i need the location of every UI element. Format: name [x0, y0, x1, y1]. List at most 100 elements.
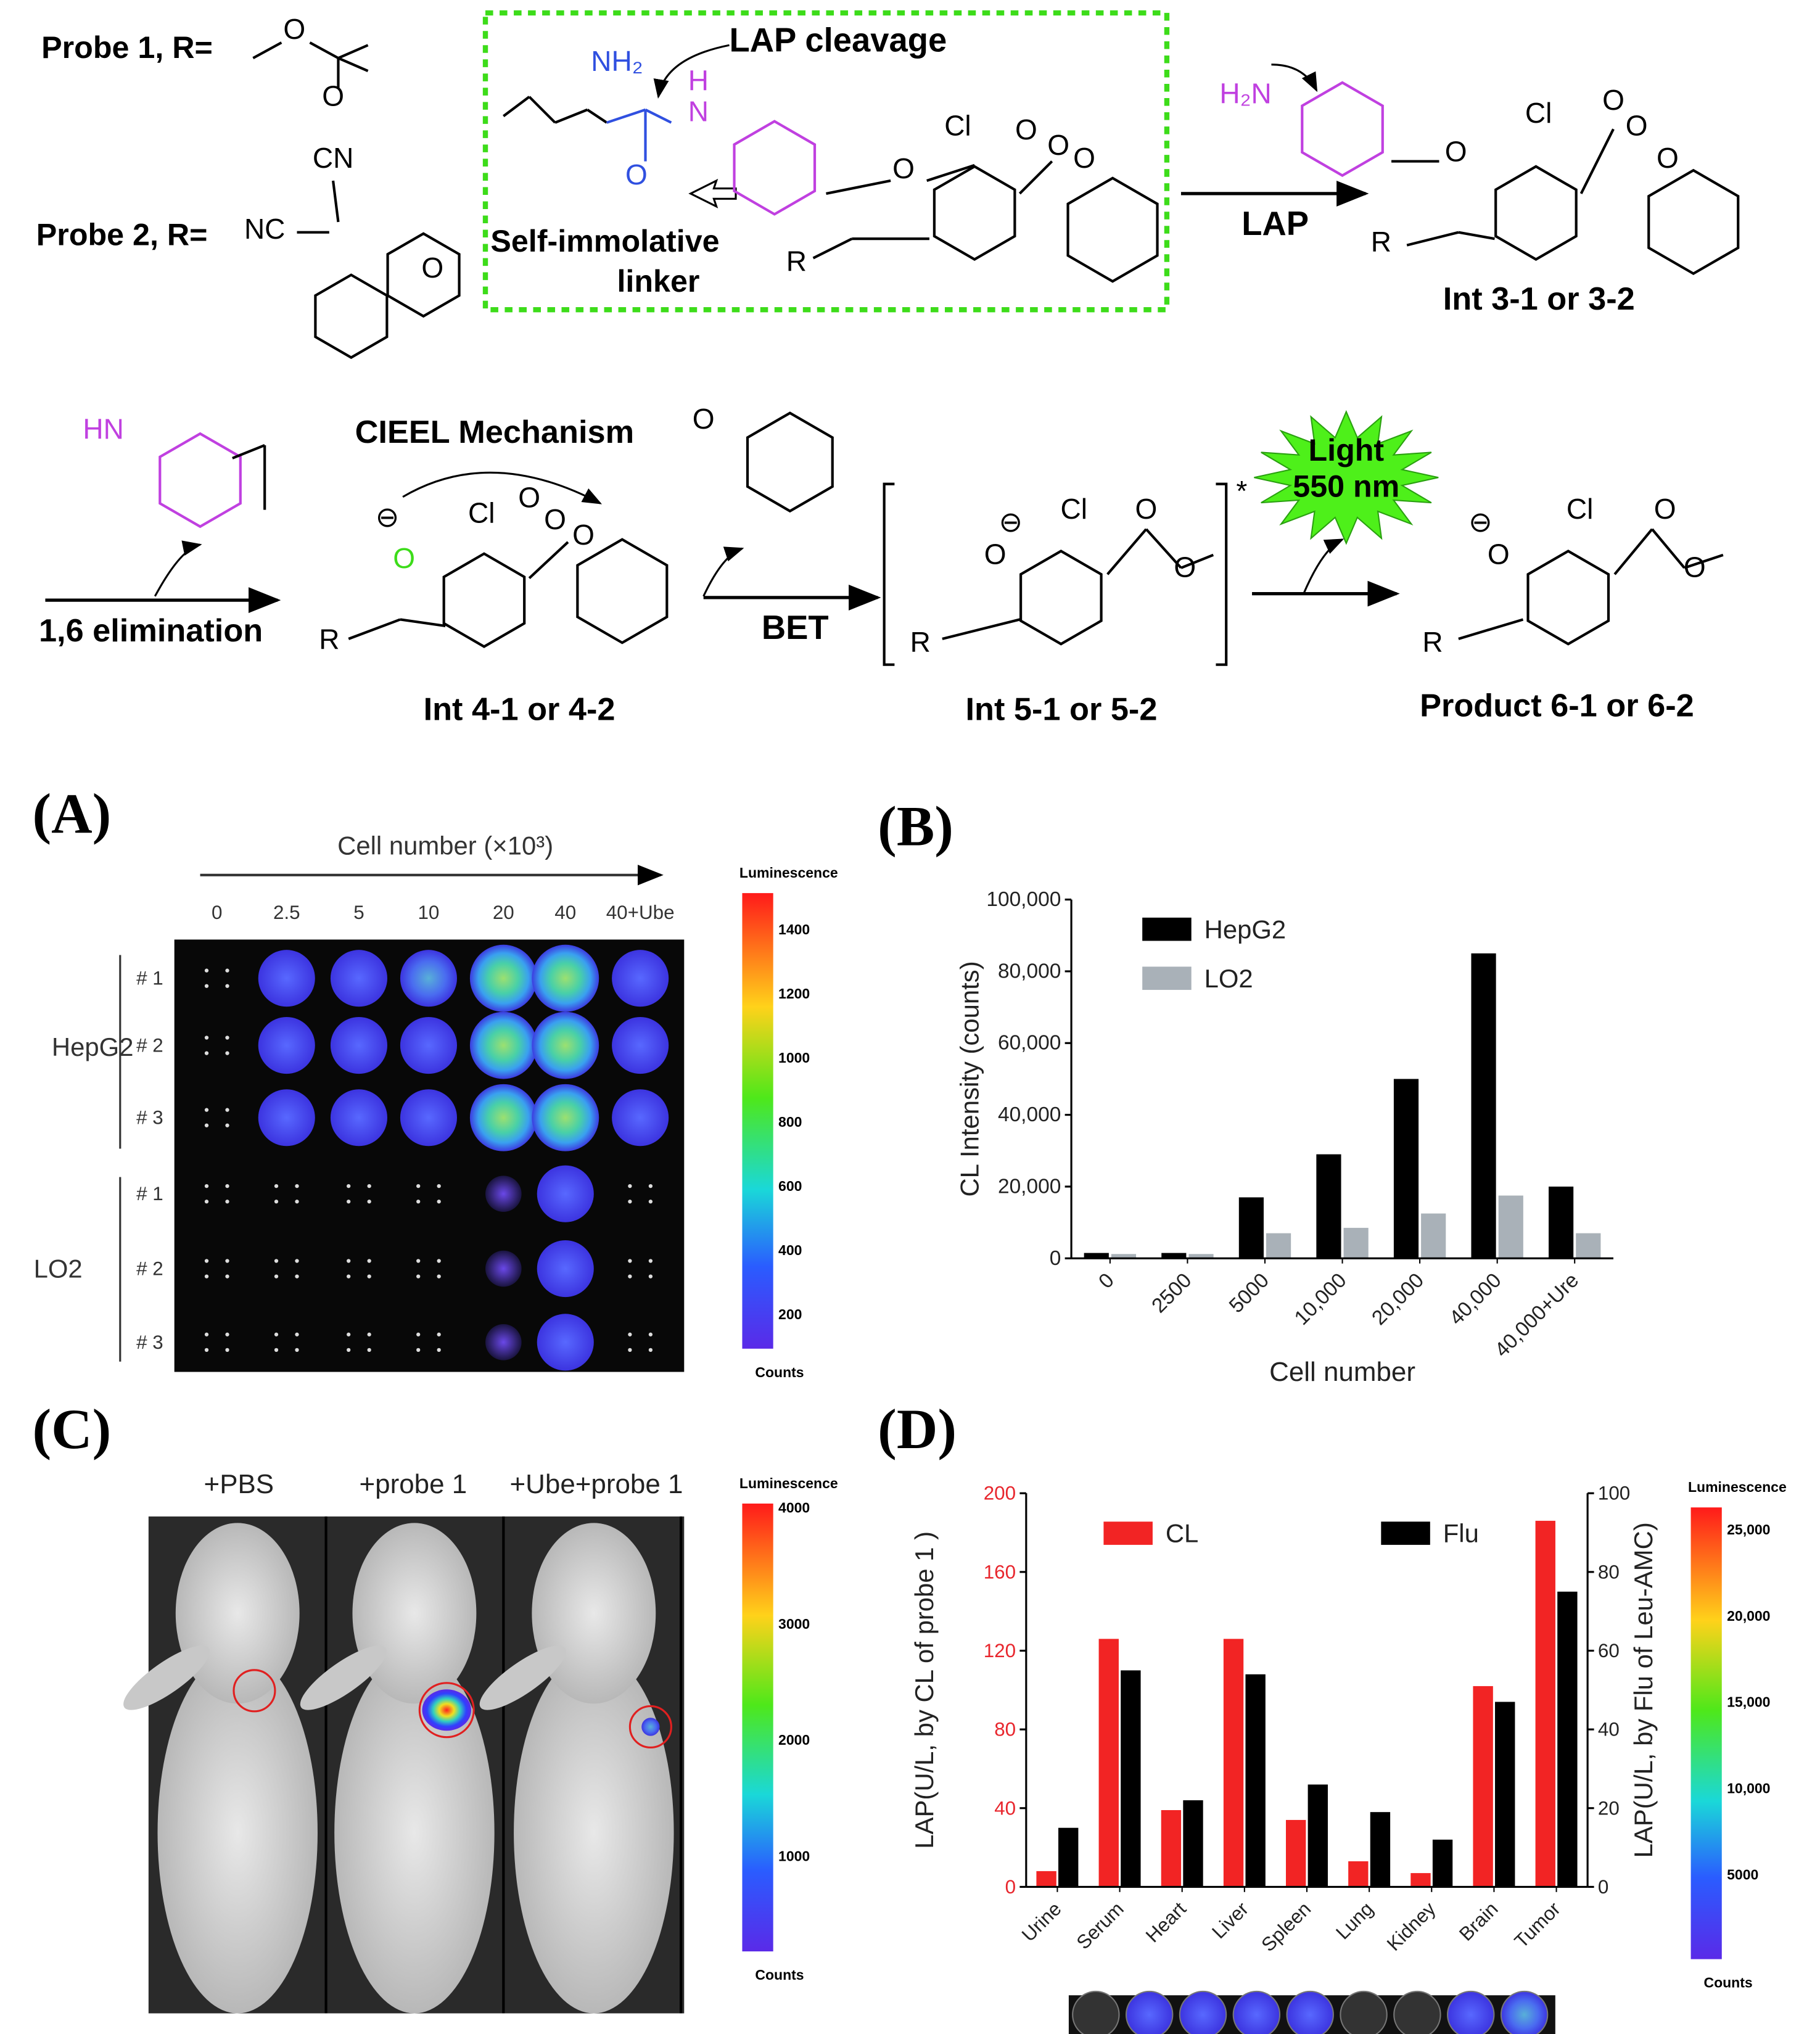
- group-label: LO2: [34, 1254, 83, 1283]
- legend-swatch: [1381, 1521, 1430, 1545]
- well-dot: [225, 1184, 229, 1188]
- well-dot: [274, 1274, 279, 1278]
- bond: [1106, 528, 1148, 575]
- well-dot: [437, 1200, 441, 1204]
- atom-label: CN: [313, 142, 353, 174]
- bar: [1111, 1254, 1137, 1259]
- scheme-label: Probe 1, R=: [41, 30, 213, 65]
- bond: [554, 108, 588, 124]
- atom-label: O: [1626, 110, 1648, 142]
- bracket: [883, 482, 1228, 666]
- bond: [309, 41, 339, 60]
- bond: [528, 96, 556, 124]
- atom-label: Cl: [1525, 97, 1552, 129]
- well-dot: [648, 1332, 653, 1336]
- atom-label: O: [1135, 493, 1158, 525]
- well: [400, 950, 457, 1007]
- well-dot: [204, 1184, 209, 1188]
- well-dot: [437, 1348, 441, 1353]
- well-dot: [225, 1274, 229, 1278]
- well-dot: [416, 1274, 421, 1278]
- atom-label: O: [518, 481, 540, 513]
- bond: [503, 96, 530, 118]
- well-dot: [295, 1184, 299, 1188]
- bond: [812, 237, 853, 260]
- colorbar-unit: Counts: [755, 1364, 804, 1380]
- y2-tick-label: 80: [1598, 1561, 1620, 1583]
- well: [537, 1165, 594, 1222]
- well-dot: [295, 1259, 299, 1263]
- well-dot: [416, 1184, 421, 1188]
- organ-well: [1340, 1990, 1388, 2034]
- legend-label: CL: [1166, 1519, 1199, 1548]
- legend-label: Flu: [1443, 1519, 1479, 1548]
- bond: [1579, 128, 1615, 194]
- x-tick-label: Tumor: [1510, 1898, 1565, 1952]
- mouse: [334, 1652, 495, 2014]
- y-tick-label: 40,000: [998, 1103, 1061, 1126]
- well-dot: [204, 1051, 209, 1055]
- bond: [926, 163, 975, 182]
- bond: [942, 618, 1020, 640]
- well: [612, 1017, 669, 1074]
- row-label: # 2: [136, 1258, 163, 1280]
- bond: [337, 44, 369, 60]
- atom-label: O: [693, 403, 715, 435]
- row-label: # 3: [136, 1107, 163, 1129]
- scheme-label: 1,6 elimination: [39, 613, 263, 649]
- well-dot: [204, 984, 209, 988]
- signal: [641, 1718, 660, 1736]
- colorbar-title: Luminescence: [1688, 1479, 1787, 1495]
- ring: [314, 273, 389, 360]
- bar: [1161, 1253, 1187, 1259]
- atom-label: H: [688, 64, 709, 96]
- well: [612, 950, 669, 1007]
- bar: [1307, 1784, 1328, 1887]
- well: [258, 1089, 315, 1147]
- well-dot: [367, 1274, 371, 1278]
- atom-label: Cl: [1061, 493, 1087, 525]
- bar: [1286, 1819, 1306, 1887]
- well-dot: [347, 1259, 351, 1263]
- atom-label: Cl: [1567, 493, 1593, 525]
- bond: [1180, 553, 1214, 569]
- bar: [1495, 1702, 1515, 1887]
- colorbar-tick: 1000: [778, 1050, 810, 1066]
- bar: [1410, 1873, 1431, 1887]
- bond: [587, 109, 607, 124]
- bar: [1036, 1871, 1056, 1887]
- atom-label: O: [1654, 493, 1676, 525]
- well-dot: [225, 1036, 229, 1040]
- y-tick-label: 80,000: [998, 960, 1061, 982]
- light-burst: [1254, 410, 1439, 545]
- well: [532, 1084, 599, 1151]
- well-dot: [225, 1123, 229, 1127]
- colorbar: [742, 1503, 773, 1952]
- well-dot: [204, 968, 209, 973]
- column-label: 40: [554, 902, 576, 923]
- y-tick-label: 0: [1050, 1247, 1061, 1270]
- curved-arrow: [653, 44, 730, 99]
- bond: [1684, 553, 1724, 569]
- hollow-arrow: [688, 178, 737, 208]
- scheme-label: linker: [617, 264, 699, 299]
- atom-label: NC: [244, 213, 285, 245]
- well-dot: [416, 1200, 421, 1204]
- bar: [1084, 1253, 1109, 1259]
- mouse: [123, 1645, 210, 1710]
- x-axis-title: Cell number: [1269, 1357, 1415, 1387]
- atom-label: O: [393, 542, 415, 574]
- well: [469, 1011, 537, 1079]
- mouse: [479, 1645, 566, 1710]
- atom-label: R: [1371, 226, 1391, 258]
- well: [532, 944, 599, 1012]
- atom-label: H₂N: [1219, 77, 1271, 109]
- bar: [1245, 1674, 1266, 1887]
- well-dot: [204, 1348, 209, 1353]
- column-label: +PBS: [204, 1469, 274, 1499]
- well-dot: [648, 1259, 653, 1263]
- curved-arrow: [154, 540, 202, 597]
- bar: [1535, 1520, 1555, 1887]
- bond: [1458, 618, 1524, 640]
- well: [537, 1314, 594, 1371]
